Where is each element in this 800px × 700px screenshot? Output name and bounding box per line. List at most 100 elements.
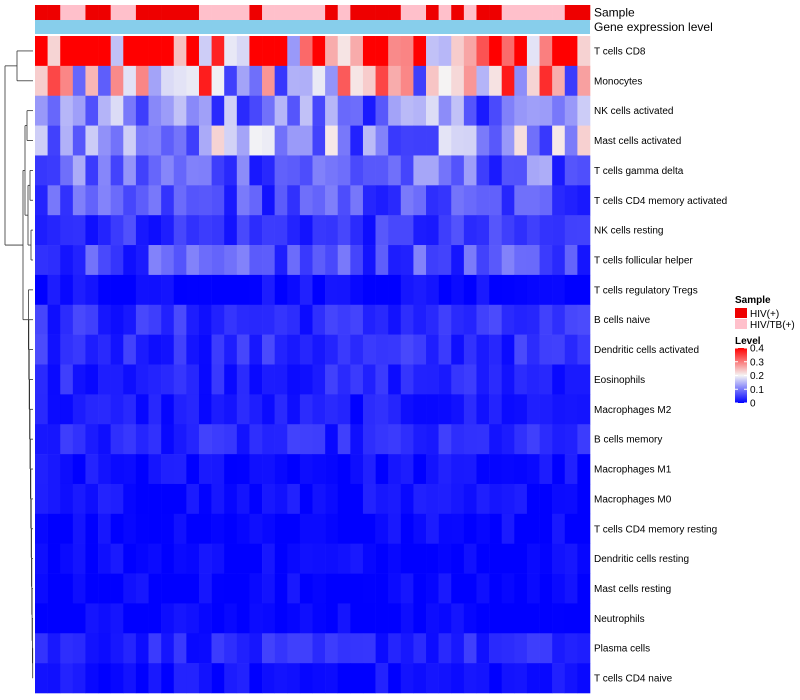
sample-annotation-cell bbox=[249, 5, 263, 20]
heatmap-cell bbox=[526, 603, 540, 634]
heatmap-cell bbox=[287, 36, 301, 67]
heatmap-cell bbox=[110, 274, 124, 306]
sample-legend-title: Sample bbox=[735, 295, 771, 306]
heatmap-cell bbox=[123, 454, 137, 485]
heatmap-cell bbox=[350, 364, 364, 395]
heatmap-cell bbox=[451, 663, 465, 694]
heatmap-cell bbox=[161, 155, 175, 186]
heatmap-cell bbox=[388, 95, 402, 126]
heatmap-cell bbox=[526, 573, 540, 604]
heatmap-cell bbox=[60, 155, 74, 186]
heatmap-cell bbox=[60, 36, 74, 67]
legend: Sample HIV(+) HIV/TB(+) Level 0.40.30.20… bbox=[735, 295, 795, 410]
heatmap-cell bbox=[501, 424, 515, 455]
heatmap-cell bbox=[413, 95, 427, 126]
row-label: Dendritic cells activated bbox=[594, 345, 699, 356]
heatmap-cell bbox=[47, 603, 61, 634]
heatmap-cell bbox=[47, 65, 61, 97]
heatmap-cell bbox=[249, 513, 263, 544]
level-tick-label: 0 bbox=[750, 399, 756, 410]
heatmap-cell bbox=[186, 513, 200, 544]
heatmap-cell bbox=[312, 274, 326, 306]
heatmap-cell bbox=[249, 185, 263, 216]
sample-annotation-cell bbox=[135, 5, 149, 20]
heatmap-cell bbox=[198, 155, 212, 186]
heatmap-cell bbox=[362, 394, 376, 425]
heatmap-cell bbox=[325, 663, 339, 694]
heatmap-cell bbox=[123, 543, 137, 574]
heatmap-cell bbox=[173, 245, 187, 276]
heatmap-cell bbox=[362, 304, 376, 335]
heatmap-cell bbox=[161, 603, 175, 634]
heatmap-cell bbox=[299, 394, 313, 425]
heatmap-cell bbox=[312, 215, 326, 246]
heatmap-cell bbox=[161, 125, 175, 156]
heatmap-cell bbox=[72, 95, 86, 126]
heatmap-cell bbox=[337, 663, 351, 694]
heatmap-cell bbox=[388, 633, 402, 664]
heatmap-cell bbox=[476, 334, 490, 365]
heatmap-cell bbox=[135, 155, 149, 186]
heatmap-cell bbox=[85, 36, 99, 67]
heatmap-cell bbox=[564, 274, 578, 306]
heatmap-cell bbox=[514, 125, 528, 156]
heatmap-cell bbox=[325, 454, 339, 485]
heatmap-cell bbox=[489, 633, 503, 664]
heatmap-cell bbox=[85, 185, 99, 216]
row-label: Monocytes bbox=[594, 76, 642, 87]
heatmap-cell bbox=[451, 543, 465, 574]
row-label: T cells regulatory Tregs bbox=[594, 285, 698, 296]
heatmap-cell bbox=[274, 483, 288, 515]
heatmap-cell bbox=[312, 155, 326, 186]
heatmap-cell bbox=[463, 364, 477, 395]
heatmap-cell bbox=[350, 633, 364, 664]
row-label: Neutrophils bbox=[594, 614, 645, 625]
heatmap-cell bbox=[186, 245, 200, 276]
heatmap-cell bbox=[98, 394, 111, 425]
heatmap-cell bbox=[262, 543, 275, 574]
heatmap-cell bbox=[173, 215, 187, 246]
heatmap-cell bbox=[476, 95, 490, 126]
sample-annotation-cell bbox=[198, 5, 212, 20]
heatmap-cell bbox=[413, 364, 427, 395]
heatmap-cell bbox=[35, 65, 48, 97]
heatmap-cell bbox=[98, 304, 111, 335]
heatmap-cell bbox=[173, 155, 187, 186]
heatmap-cell bbox=[489, 65, 503, 97]
heatmap-cell bbox=[463, 633, 477, 664]
heatmap-cell bbox=[211, 65, 225, 97]
heatmap-cell bbox=[375, 274, 389, 306]
heatmap-cell bbox=[526, 663, 540, 694]
heatmap-cell bbox=[98, 65, 111, 97]
heatmap-cell bbox=[110, 95, 124, 126]
heatmap-cell bbox=[552, 245, 566, 276]
heatmap-cell bbox=[236, 543, 250, 574]
heatmap-cell bbox=[312, 185, 326, 216]
heatmap-cell bbox=[224, 633, 238, 664]
heatmap-cell bbox=[148, 424, 162, 455]
heatmap-cell bbox=[337, 394, 351, 425]
heatmap-cell bbox=[173, 95, 187, 126]
heatmap-cell bbox=[60, 454, 74, 485]
heatmap-cell bbox=[249, 95, 263, 126]
heatmap-cell bbox=[501, 65, 515, 97]
heatmap-cell bbox=[489, 155, 503, 186]
heatmap-cell bbox=[236, 483, 250, 515]
heatmap-cell bbox=[274, 304, 288, 335]
heatmap-cell bbox=[299, 513, 313, 544]
heatmap-cell bbox=[60, 245, 74, 276]
heatmap-cell bbox=[400, 95, 414, 126]
heatmap-cell bbox=[413, 573, 427, 604]
heatmap-cell bbox=[362, 483, 376, 515]
heatmap-cell bbox=[262, 274, 275, 306]
heatmap-cell bbox=[236, 454, 250, 485]
heatmap-cell bbox=[463, 125, 477, 156]
heatmap-cell bbox=[350, 95, 364, 126]
heatmap-cell bbox=[400, 65, 414, 97]
heatmap-cell bbox=[426, 394, 439, 425]
heatmap-cell bbox=[262, 304, 275, 335]
heatmap-cell bbox=[489, 364, 503, 395]
heatmap-cell bbox=[489, 274, 503, 306]
heatmap-cell bbox=[438, 424, 452, 455]
heatmap-cell bbox=[552, 95, 566, 126]
